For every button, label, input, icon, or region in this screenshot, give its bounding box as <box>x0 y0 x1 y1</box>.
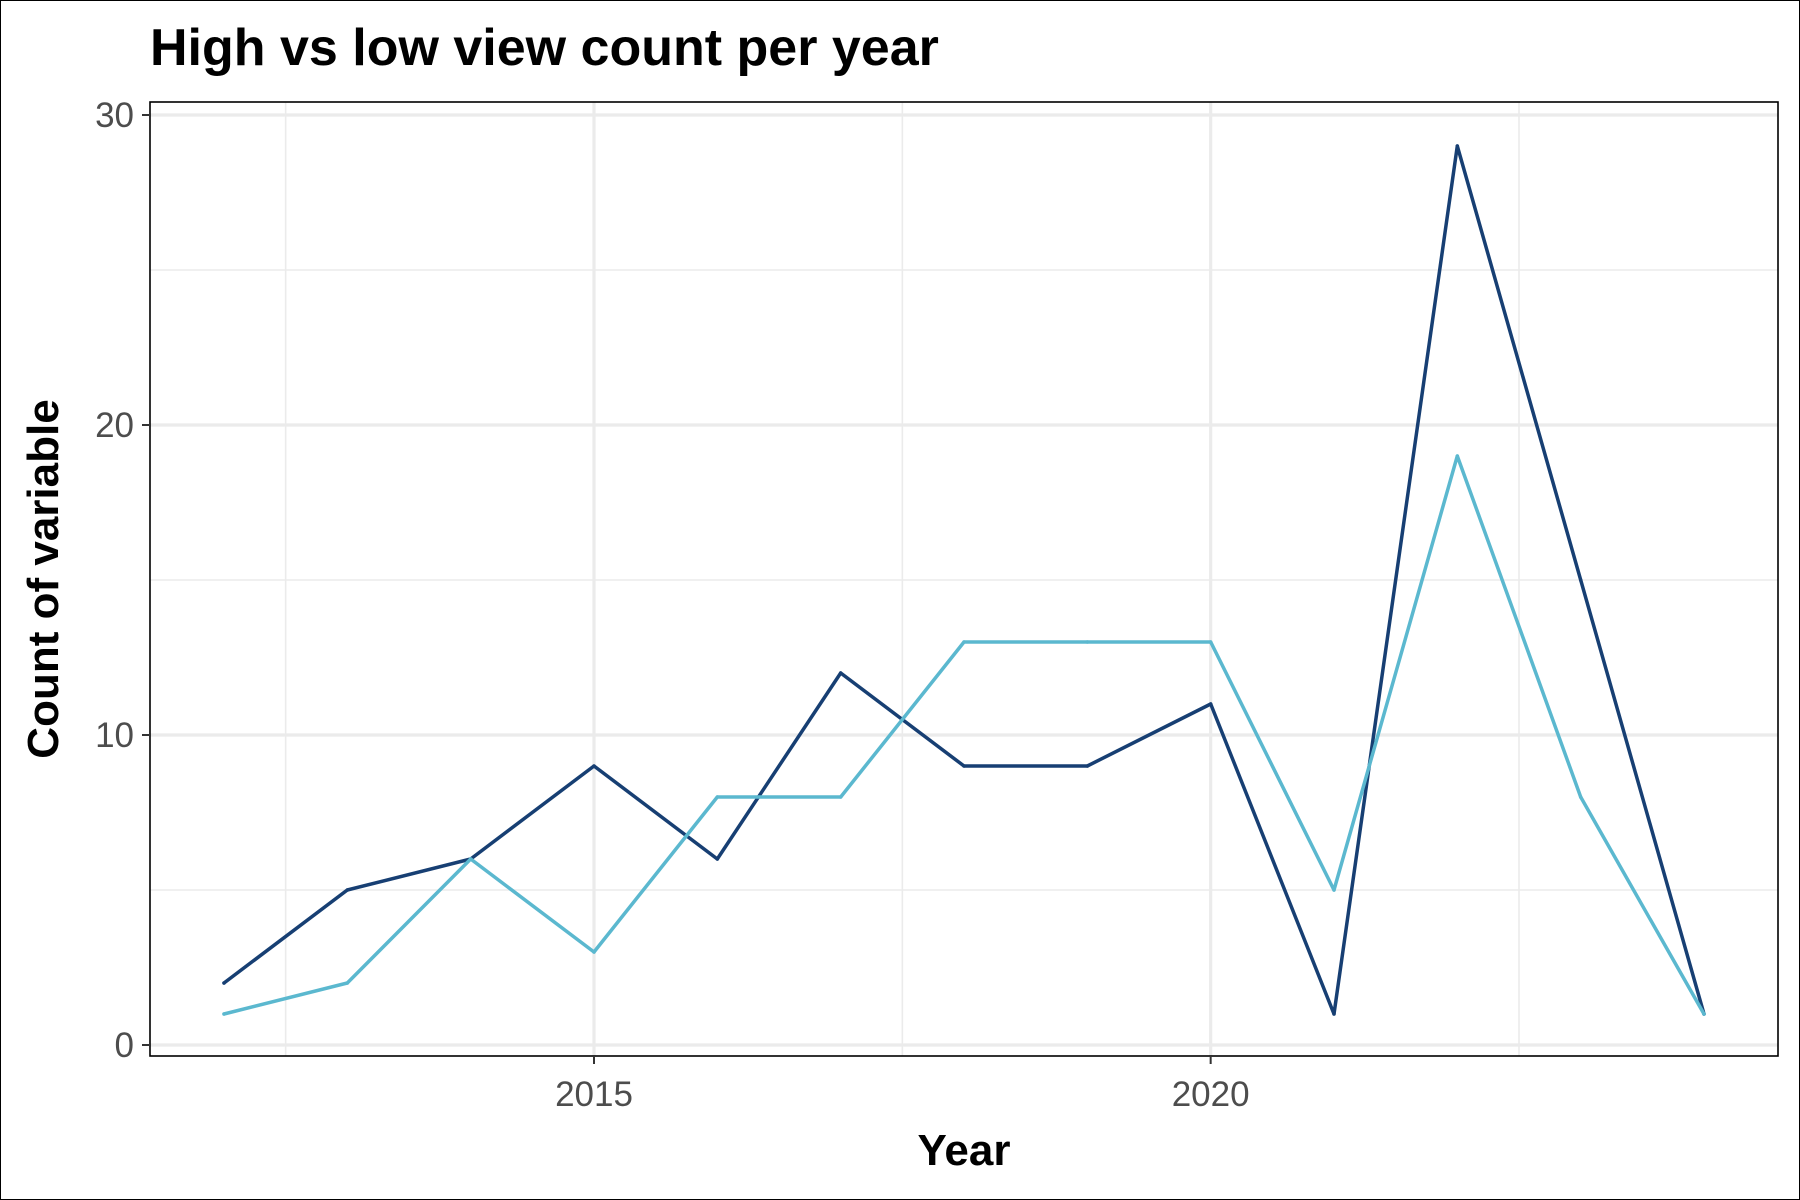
x-tick-label: 2015 <box>555 1075 633 1114</box>
series-2-point <box>1332 888 1336 892</box>
grid-lines <box>150 102 1778 1056</box>
y-axis-title: Count of variable <box>19 399 68 758</box>
series-2-point <box>715 795 720 799</box>
series-1-point <box>1085 764 1090 768</box>
series-2-point <box>962 640 966 644</box>
chart-title: High vs low view count per year <box>150 19 939 77</box>
y-tick-label: 30 <box>95 96 134 135</box>
series-2-point <box>1702 1012 1706 1016</box>
axis-ticks: 0 10 20 30 2015 2020 <box>95 96 1250 1114</box>
series-1-point <box>592 764 596 768</box>
series-2-point <box>592 950 596 954</box>
series-1-point <box>1455 144 1460 148</box>
series-2-point <box>1085 640 1090 644</box>
series-1-point <box>1578 578 1583 582</box>
y-tick-label: 0 <box>115 1026 134 1065</box>
series-1-point <box>838 671 843 675</box>
series-1-point <box>222 981 226 985</box>
series-2-point <box>468 857 473 861</box>
series-1-point <box>962 764 966 768</box>
series-2-point <box>222 1012 226 1016</box>
series-group <box>222 144 1706 1016</box>
series-1-point <box>345 888 350 892</box>
series-1-point <box>1332 1012 1336 1016</box>
series-2-point <box>1208 640 1213 644</box>
series-2-point <box>345 981 350 985</box>
series-2-point <box>1578 795 1583 799</box>
series-1-point <box>1208 702 1213 706</box>
x-axis-title: Year <box>918 1126 1011 1175</box>
y-tick-label: 10 <box>95 716 134 755</box>
x-tick-label: 2020 <box>1172 1075 1250 1114</box>
series-2-point <box>1455 454 1460 458</box>
series-2-point <box>838 795 843 799</box>
y-tick-label: 20 <box>95 406 134 445</box>
series-1-point <box>715 857 720 861</box>
panel-border <box>149 101 1779 1057</box>
